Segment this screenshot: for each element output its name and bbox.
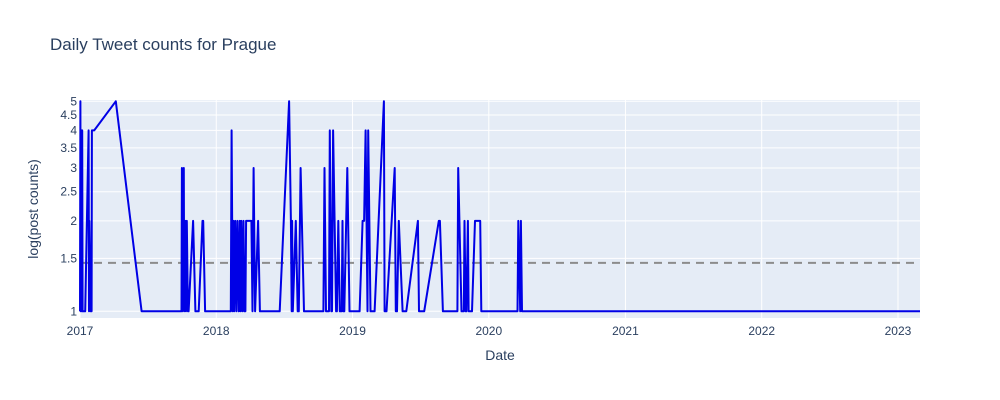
- series-layer: [79, 100, 920, 313]
- x-tick-label: 2022: [748, 324, 775, 338]
- y-tick-label: 3.5: [60, 141, 77, 155]
- y-axis-title: log(post counts): [25, 159, 41, 259]
- series-line: [79, 100, 920, 313]
- y-tick-label: 4.5: [60, 108, 77, 122]
- x-tick-label: 2020: [475, 324, 502, 338]
- y-tick-label: 4: [70, 123, 77, 137]
- y-tick-label: 1: [70, 304, 77, 318]
- x-tick-label: 2018: [203, 324, 230, 338]
- x-axis-ticks: 2017 2018 2019 2020 2021 2022 2023: [67, 324, 912, 338]
- x-tick-label: 2017: [67, 324, 94, 338]
- y-tick-label: 3: [70, 161, 77, 175]
- y-tick-label: 1.5: [60, 251, 77, 265]
- x-tick-label: 2021: [612, 324, 639, 338]
- x-tick-label: 2023: [885, 324, 912, 338]
- x-tick-label: 2019: [339, 324, 366, 338]
- y-tick-label: 5: [70, 94, 77, 108]
- gridlines: [79, 100, 920, 318]
- y-axis-ticks: 1 1.5 2 2.5 3 3.5 44.55: [60, 94, 77, 318]
- plot-area: [80, 100, 920, 318]
- chart-title: Daily Tweet counts for Prague: [50, 35, 276, 54]
- y-tick-label: 2: [70, 214, 77, 228]
- y-tick-label: 2.5: [60, 185, 77, 199]
- x-axis-title: Date: [485, 347, 515, 363]
